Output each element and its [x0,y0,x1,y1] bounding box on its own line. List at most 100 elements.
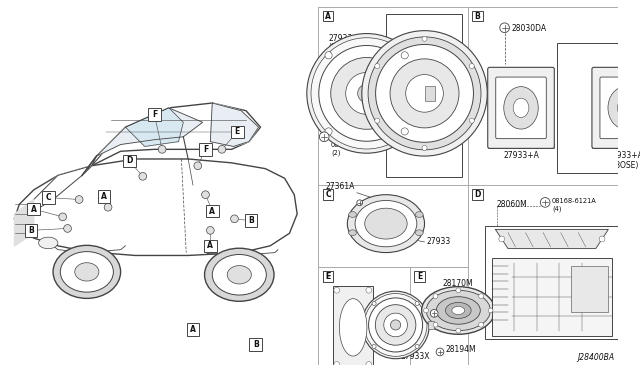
Text: 27933+B: 27933+B [406,156,442,165]
Polygon shape [15,156,97,219]
Bar [592,142,640,148]
Ellipse shape [355,201,417,247]
Circle shape [406,74,444,112]
Ellipse shape [422,315,495,328]
FancyBboxPatch shape [488,67,554,148]
Ellipse shape [205,248,274,301]
Circle shape [362,31,487,156]
Circle shape [500,23,509,33]
Polygon shape [15,199,34,246]
Text: F: F [203,145,208,154]
Circle shape [375,118,380,123]
Text: 08168-6121A: 08168-6121A [552,198,596,203]
Circle shape [456,328,461,333]
Text: E: E [235,128,240,137]
Circle shape [384,313,408,337]
Text: 27933+A: 27933+A [503,151,539,160]
Circle shape [499,236,504,242]
Text: J28400BA: J28400BA [577,353,614,362]
Ellipse shape [436,297,480,324]
Ellipse shape [38,237,58,249]
Circle shape [76,196,83,203]
Text: A: A [101,192,107,201]
Circle shape [433,294,438,299]
Ellipse shape [75,263,99,281]
Circle shape [456,288,461,293]
Bar [98,190,111,203]
Text: E: E [325,272,331,281]
Bar [323,11,333,22]
Circle shape [424,308,428,313]
Circle shape [469,118,474,123]
Circle shape [325,52,332,59]
Circle shape [436,348,444,356]
Text: 28170M: 28170M [443,279,474,288]
Ellipse shape [212,254,266,295]
Text: 28164(RH): 28164(RH) [333,340,369,346]
Circle shape [369,298,422,352]
Ellipse shape [415,212,423,217]
Text: E: E [417,272,422,281]
Circle shape [390,59,459,128]
FancyBboxPatch shape [600,77,640,139]
Bar [231,126,244,138]
Text: (BOSE): (BOSE) [612,161,639,170]
Circle shape [104,203,112,211]
Text: A: A [31,205,36,214]
Bar [428,321,435,329]
Bar [250,338,262,350]
Bar [323,272,333,282]
Bar [204,240,216,252]
Text: (STD): (STD) [328,43,349,52]
Circle shape [194,162,202,170]
Polygon shape [495,230,609,248]
Circle shape [415,301,419,305]
Circle shape [218,145,226,153]
Bar [323,189,333,200]
Circle shape [488,308,493,313]
Text: (4): (4) [552,205,561,212]
Bar [415,272,425,282]
Circle shape [230,215,238,223]
Text: (BOSE): (BOSE) [412,165,438,174]
Circle shape [540,198,550,207]
Ellipse shape [53,246,120,298]
Ellipse shape [513,98,529,118]
Bar [42,191,54,204]
Ellipse shape [618,98,633,118]
Text: (2): (2) [331,149,340,156]
Circle shape [479,294,484,299]
Ellipse shape [452,307,465,314]
Bar [386,14,462,177]
Ellipse shape [60,251,113,292]
FancyBboxPatch shape [496,77,547,139]
Polygon shape [125,108,183,147]
Bar [187,324,199,336]
Circle shape [319,45,415,141]
Circle shape [372,301,376,305]
Circle shape [334,287,340,293]
Circle shape [479,322,484,327]
Text: C: C [45,193,51,202]
Circle shape [346,73,388,114]
Text: 27933: 27933 [426,237,451,247]
Circle shape [331,58,403,129]
Text: 28060M: 28060M [497,199,527,209]
Text: 28030DA: 28030DA [511,24,547,33]
Ellipse shape [339,299,367,356]
Text: D: D [474,190,481,199]
Circle shape [401,128,408,135]
Text: 28030D: 28030D [440,308,470,317]
Text: 27933+A: 27933+A [607,151,640,160]
Circle shape [430,310,438,317]
Bar [333,286,372,368]
Bar [206,205,218,217]
Circle shape [59,213,67,221]
Bar [123,155,136,167]
Circle shape [368,37,481,150]
Circle shape [375,64,380,68]
Bar [472,189,483,200]
Text: 28165(LH): 28165(LH) [333,349,368,356]
Circle shape [415,344,419,349]
Text: F: F [152,110,157,119]
